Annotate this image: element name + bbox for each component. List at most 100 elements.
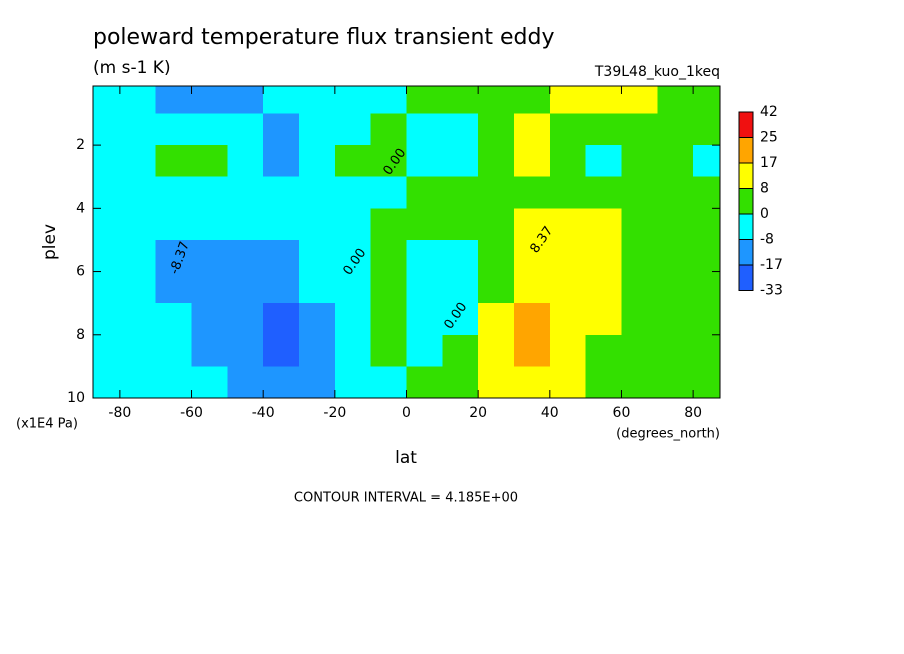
contour-cell: [693, 334, 720, 367]
y-tick-label: 10: [67, 390, 85, 406]
contour-cell: [693, 239, 720, 273]
contour-cell: [657, 145, 694, 178]
contour-cell: [227, 113, 264, 146]
contour-cell: [478, 271, 515, 304]
contour-cell: [191, 208, 228, 241]
contour-cell: [621, 145, 658, 178]
contour-cell: [334, 239, 372, 273]
contour-cell: [227, 239, 264, 273]
contour-cell: [119, 113, 157, 146]
contour-cell: [191, 86, 228, 115]
contour-cell: [227, 145, 264, 178]
contour-cell: [263, 208, 300, 241]
contour-cell: [263, 176, 300, 209]
contour-cell: [657, 334, 694, 367]
x-tick-label: 80: [684, 405, 702, 421]
x-axis-label: lat: [395, 448, 417, 468]
contour-cell: [299, 303, 336, 336]
contour-cell: [442, 86, 479, 115]
colorbar-label: -33: [760, 283, 783, 299]
contour-cell: [93, 176, 121, 209]
contour-cell: [263, 303, 300, 336]
chart-title: poleward temperature flux transient eddy: [93, 25, 555, 50]
contour-cell: [549, 113, 587, 146]
x-units: (degrees_north): [616, 427, 720, 442]
contour-cell: [119, 239, 157, 273]
contour-cell: [263, 86, 300, 115]
contour-cell: [513, 271, 551, 304]
x-tick-label: -60: [180, 405, 203, 421]
contour-cell: [191, 176, 228, 209]
contour-cell: [693, 145, 720, 178]
contour-cell: [155, 145, 193, 178]
contour-cell: [478, 239, 515, 273]
contour-cell: [585, 86, 622, 115]
contour-cell: [334, 176, 372, 209]
contour-cell: [621, 334, 658, 367]
contour-cell: [263, 239, 300, 273]
contour-cell: [513, 208, 551, 241]
contour-cell: [155, 113, 193, 146]
contour-cell: [155, 208, 193, 241]
contour-cell: [334, 145, 372, 178]
contour-cell: [657, 86, 694, 115]
contour-cell: [513, 366, 551, 398]
contour-cell: [93, 271, 121, 304]
contour-cell: [406, 303, 443, 336]
y-units: (x1E4 Pa): [16, 417, 78, 432]
contour-cell: [227, 86, 264, 115]
contour-cell: [549, 145, 587, 178]
contour-cell: [370, 113, 407, 146]
contour-cell: [478, 145, 515, 178]
contour-cell: [513, 113, 551, 146]
contour-cell: [657, 366, 694, 398]
contour-cell: [334, 303, 372, 336]
contour-cell: [93, 145, 121, 178]
y-tick-label: 4: [76, 200, 85, 216]
contour-cell: [406, 271, 443, 304]
x-tick-label: 60: [613, 405, 631, 421]
contour-cell: [549, 208, 587, 241]
colorbar-box: [738, 111, 754, 138]
contour-cell: [657, 113, 694, 146]
contour-cell: [442, 145, 479, 178]
contour-cell: [263, 113, 300, 146]
contour-cell: [155, 239, 193, 273]
contour-cell: [370, 145, 407, 178]
contour-cell: [442, 271, 479, 304]
contour-cell: [334, 113, 372, 146]
contour-cell: [693, 208, 720, 241]
contour-cell: [155, 86, 193, 115]
contour-cell: [334, 366, 372, 398]
contour-cell: [442, 334, 479, 367]
contour-cell: [119, 176, 157, 209]
contour-cell: [585, 303, 622, 336]
contour-cell: [621, 86, 658, 115]
footer-note: CONTOUR INTERVAL = 4.185E+00: [294, 491, 518, 506]
contour-cell: [549, 303, 587, 336]
contour-cell: [478, 303, 515, 336]
contour-cell: [299, 208, 336, 241]
contour-cell: [155, 334, 193, 367]
contour-cell: [621, 176, 658, 209]
dataset-label: T39L48_kuo_1keq: [594, 64, 720, 80]
contour-cell: [299, 334, 336, 367]
contour-cell: [119, 334, 157, 367]
contour-cell: [370, 176, 407, 209]
contour-cell: [442, 303, 479, 336]
colorbar-box: [738, 188, 754, 215]
contour-cell: [693, 366, 720, 398]
contour-cell: [513, 334, 551, 367]
contour-cell: [299, 113, 336, 146]
contour-cell: [621, 366, 658, 398]
contour-cell: [299, 86, 336, 115]
contour-cell: [406, 145, 443, 178]
contour-cell: [227, 271, 264, 304]
contour-cell: [442, 239, 479, 273]
contour-cell: [549, 239, 587, 273]
x-tick-label: 40: [541, 405, 559, 421]
x-tick-label: 20: [469, 405, 487, 421]
contour-cell: [191, 366, 228, 398]
contour-cell: [263, 271, 300, 304]
